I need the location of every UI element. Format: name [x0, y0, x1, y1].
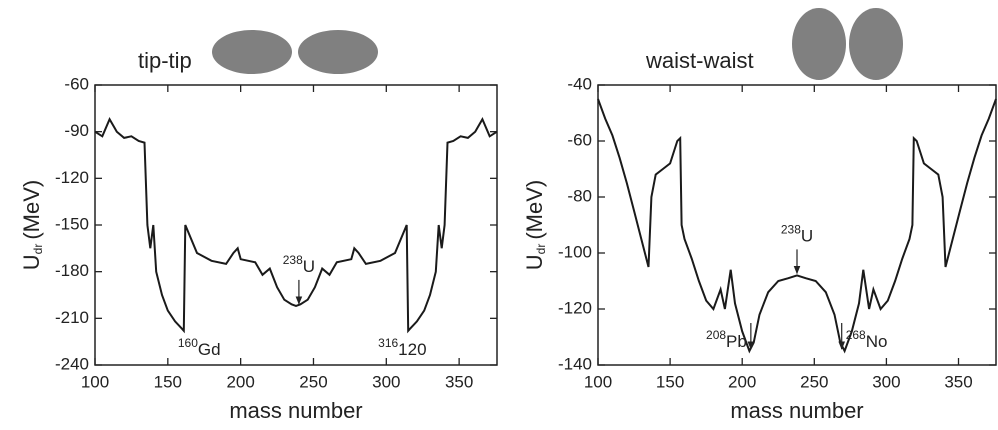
nucleus-shape	[212, 30, 292, 74]
x-tick-label: 300	[372, 372, 400, 391]
y-axis-label: Udr (MeV)	[522, 180, 548, 270]
panel-title: waist-waist	[645, 48, 754, 73]
annotation: 208Pb	[706, 328, 747, 351]
x-tick-label: 250	[800, 372, 828, 391]
plot-frame	[597, 84, 997, 366]
nucleus-shape	[792, 8, 846, 80]
y-tick-label: -60	[64, 74, 89, 93]
y-tick-label: -40	[567, 74, 592, 93]
annotation: 238U	[781, 223, 813, 246]
y-label-symbol: U	[522, 254, 547, 270]
annotation-superscript: 160	[178, 336, 198, 350]
y-tick-label: -240	[55, 354, 89, 373]
y-label-subscript: dr	[534, 244, 548, 255]
nucleus-shape	[298, 30, 378, 74]
data-line	[94, 116, 498, 334]
x-axis-label: mass number	[229, 398, 362, 423]
y-label-subscript: dr	[31, 244, 45, 255]
annotation: 268No	[846, 328, 888, 351]
y-tick-label: -90	[64, 121, 89, 140]
x-tick-label: 350	[944, 372, 972, 391]
y-tick-label: -60	[567, 130, 592, 149]
y-tick-label: -120	[55, 168, 89, 187]
y-label-symbol: U	[19, 254, 44, 270]
annotation-text: Pb	[726, 332, 747, 351]
y-tick-label: -180	[55, 261, 89, 280]
panel-title: tip-tip	[138, 48, 192, 73]
annotation-superscript: 316	[378, 336, 398, 350]
annotation-text: 120	[398, 340, 426, 359]
annotation-superscript: 238	[781, 223, 801, 237]
annotation: 316120	[378, 336, 426, 359]
y-label-unit: (MeV)	[522, 180, 547, 240]
annotation-text: U	[303, 257, 315, 276]
y-tick-label: -80	[567, 186, 592, 205]
annotation-text: U	[801, 227, 813, 246]
nucleus-shape	[849, 8, 903, 80]
y-tick-label: -150	[55, 214, 89, 233]
x-tick-label: 200	[226, 372, 254, 391]
x-tick-label: 100	[584, 372, 612, 391]
annotation-superscript: 208	[706, 328, 726, 342]
annotation-superscript: 268	[846, 328, 866, 342]
x-tick-label: 150	[154, 372, 182, 391]
x-tick-label: 100	[81, 372, 109, 391]
y-tick-label: -100	[558, 242, 592, 261]
y-tick-label: -140	[558, 354, 592, 373]
x-axis-label: mass number	[730, 398, 863, 423]
plot-frame	[94, 84, 498, 366]
y-label-unit: (MeV)	[19, 180, 44, 240]
y-tick-label: -120	[558, 298, 592, 317]
annotation: 238U	[283, 253, 315, 276]
x-tick-label: 250	[299, 372, 327, 391]
annotation-text: No	[866, 332, 888, 351]
x-tick-label: 350	[445, 372, 473, 391]
annotation-text: Gd	[198, 340, 221, 359]
data-line	[597, 98, 997, 354]
x-tick-label: 200	[728, 372, 756, 391]
annotation-superscript: 238	[283, 253, 303, 267]
x-tick-label: 150	[656, 372, 684, 391]
y-tick-label: -210	[55, 308, 89, 327]
y-axis-label: Udr (MeV)	[19, 180, 45, 270]
annotation: 160Gd	[178, 336, 221, 359]
x-tick-label: 300	[872, 372, 900, 391]
